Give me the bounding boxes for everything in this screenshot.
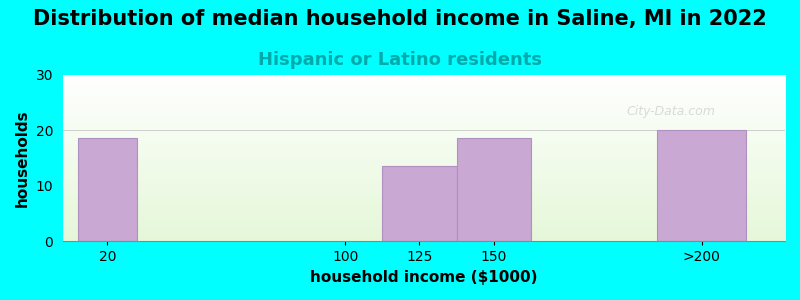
X-axis label: household income ($1000): household income ($1000) — [310, 270, 538, 285]
Y-axis label: households: households — [15, 109, 30, 207]
FancyBboxPatch shape — [382, 166, 457, 242]
Text: City-Data.com: City-Data.com — [626, 104, 715, 118]
Text: Distribution of median household income in Saline, MI in 2022: Distribution of median household income … — [33, 9, 767, 29]
FancyBboxPatch shape — [457, 139, 531, 242]
FancyBboxPatch shape — [78, 139, 137, 242]
FancyBboxPatch shape — [658, 130, 746, 242]
Text: Hispanic or Latino residents: Hispanic or Latino residents — [258, 51, 542, 69]
